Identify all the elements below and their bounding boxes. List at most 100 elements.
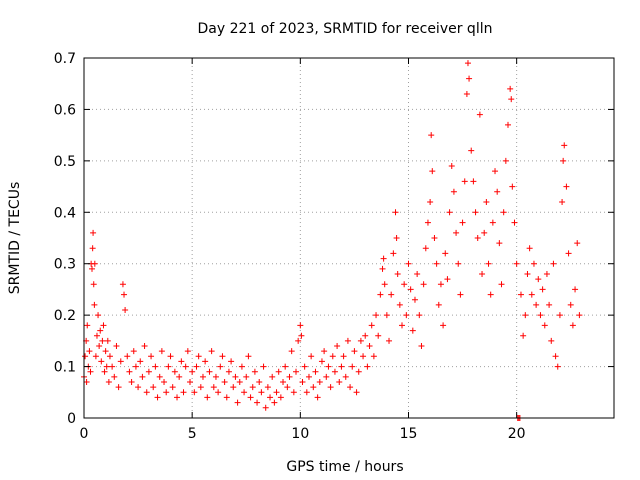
data-point [145,368,152,375]
data-point [448,163,455,169]
data-point [217,363,224,370]
data-point [163,389,170,396]
data-point [310,384,317,391]
data-point [479,271,486,277]
data-point [386,337,393,344]
data-point [450,188,457,195]
data-point [176,373,183,380]
data-point [86,348,93,355]
data-point [90,229,97,236]
data-point [128,379,135,385]
data-point [298,332,305,339]
data-point [113,343,120,349]
data-point [561,142,568,149]
data-point [243,373,250,380]
data-point [541,322,548,329]
data-point [180,389,187,396]
data-point [429,168,436,175]
data-point [89,265,96,272]
data-point [284,384,291,391]
data-point [301,363,308,370]
data-point [158,348,165,355]
data-point [137,358,144,365]
data-point [115,384,122,391]
data-point [496,240,503,247]
data-point [474,235,481,241]
data-point [247,394,254,401]
data-point [139,373,146,380]
data-point [82,353,89,360]
y-tick-label: 0.3 [54,257,76,273]
data-point [122,307,129,313]
data-point [249,384,256,391]
data-point [520,332,527,339]
data-point [241,389,248,396]
data-point [83,379,90,385]
data-point [407,286,414,293]
data-point [396,301,403,308]
data-point [245,353,252,360]
axis-ticks: 0 5 10 15 20 0 0.1 0.2 0.3 0.4 0.5 0.6 0.7 [54,51,614,442]
data-point [377,291,384,298]
data-point [487,291,494,298]
data-point [513,260,520,267]
data-point [461,178,468,185]
data-point [353,389,360,396]
data-point [428,132,435,139]
data-point [206,368,213,375]
data-point [533,301,540,308]
data-point [563,183,570,190]
data-point [569,322,576,329]
data-point [364,363,371,370]
data-point [96,343,103,349]
data-point [321,348,328,355]
data-point [161,379,168,385]
data-point [528,291,535,298]
data-point [508,96,515,103]
data-point [543,271,550,277]
data-point [351,348,358,355]
data-point [210,384,217,391]
data-point [455,260,462,267]
x-tick-label: 10 [291,426,309,442]
data-point [106,353,113,360]
data-point [225,368,232,375]
data-point [314,394,321,401]
data-point [92,353,99,360]
data-point [267,394,274,401]
y-tick-label: 0.2 [54,308,76,324]
data-point [505,121,511,128]
data-point [184,348,191,355]
data-point [442,250,449,257]
data-point [375,332,382,339]
data-point [91,260,98,267]
data-point [550,260,557,267]
data-point [509,183,516,190]
data-point [293,368,299,375]
data-point [236,379,243,385]
data-point [492,168,499,175]
data-point [338,363,345,370]
data-point [347,384,354,391]
data-point [362,332,369,339]
data-point [264,384,271,391]
data-point [212,373,219,380]
data-point [109,363,116,370]
data-point [232,373,239,380]
x-axis-title: GPS time / hours [286,459,403,475]
y-tick-label: 0.4 [54,205,76,221]
data-point [409,327,416,334]
data-point [102,348,109,355]
data-point [418,343,425,349]
data-point [390,250,397,257]
grid-lines [84,58,614,418]
data-point [105,379,112,385]
data-point [275,368,282,375]
y-tick-label: 0.5 [54,154,76,170]
data-point [342,373,349,380]
data-point [169,384,176,391]
data-point [453,229,460,236]
data-point [368,322,375,329]
data-point [103,363,110,370]
data-point [288,348,295,355]
